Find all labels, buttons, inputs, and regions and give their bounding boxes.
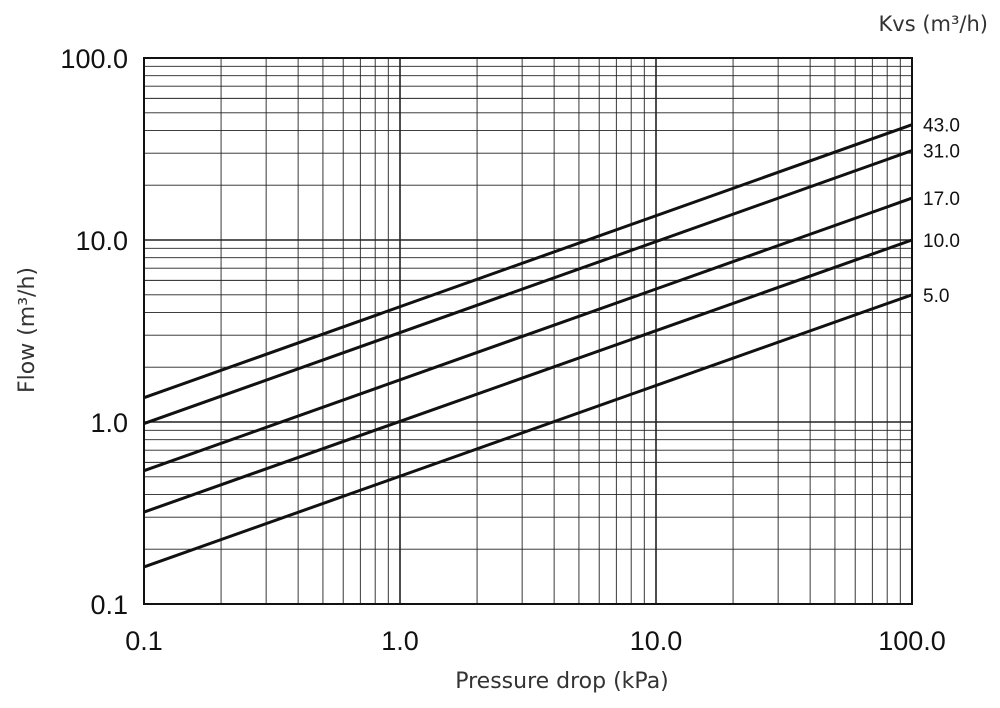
x-tick-label: 1.0 — [381, 626, 419, 656]
series-label-kvs-17-0: 17.0 — [923, 189, 960, 210]
series-line-kvs-17-0 — [143, 196, 913, 473]
series-label-kvs-43-0: 43.0 — [923, 116, 960, 137]
tick-labels: 0.1 1.0 10.0 100.0 0.1 1.0 10.0 100.0 — [60, 44, 945, 656]
series-label-kvs-10-0: 10.0 — [923, 231, 960, 252]
series-line-kvs-43-0 — [143, 123, 913, 400]
series-labels: 43.0 31.0 17.0 10.0 5.0 — [923, 116, 960, 307]
series-line-kvs-5-0 — [143, 293, 913, 569]
y-tick-label: 100.0 — [60, 44, 128, 74]
y-axis-title: Flow (m³/h) — [15, 267, 40, 393]
y-tick-label: 10.0 — [75, 226, 128, 256]
series-line-kvs-10-0 — [143, 238, 913, 514]
series-label-kvs-5-0: 5.0 — [923, 286, 949, 307]
x-axis-title: Pressure drop (kPa) — [455, 669, 669, 694]
plot-frame — [143, 57, 913, 605]
series-lines — [143, 123, 913, 569]
y-tick-label: 0.1 — [90, 590, 128, 620]
y-tick-label: 1.0 — [90, 408, 128, 438]
legend-title: Kvs (m³/h) — [879, 12, 988, 36]
grid — [143, 58, 912, 605]
series-label-kvs-31-0: 31.0 — [923, 142, 960, 163]
x-tick-label: 100.0 — [878, 626, 946, 656]
x-tick-label: 0.1 — [125, 626, 163, 656]
series-line-kvs-31-0 — [143, 149, 913, 426]
x-tick-label: 10.0 — [630, 626, 683, 656]
